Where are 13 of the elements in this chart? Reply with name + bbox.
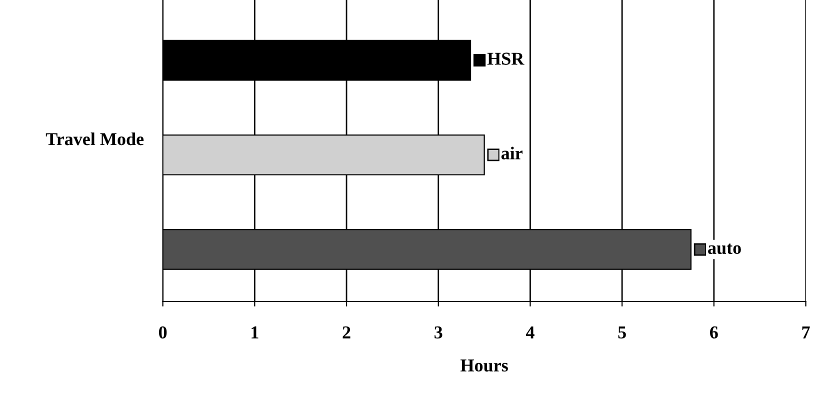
x-tick-label: 7 — [802, 326, 810, 338]
x-axis-title: Hours — [460, 360, 508, 372]
legend-label: air — [501, 146, 523, 160]
y-axis-title: Travel Mode — [46, 132, 144, 146]
legend-label: auto — [708, 244, 741, 254]
x-tick-label: 3 — [434, 326, 442, 339]
x-tick-label: 5 — [618, 326, 626, 339]
x-tick-label: 1 — [252, 326, 258, 338]
x-tick-label: 4 — [526, 326, 534, 338]
x-tick-label: 2 — [342, 326, 350, 338]
x-tick-label: 6 — [710, 326, 718, 339]
legend-label: HSR — [487, 52, 524, 65]
x-tick-label: 0 — [159, 326, 167, 339]
